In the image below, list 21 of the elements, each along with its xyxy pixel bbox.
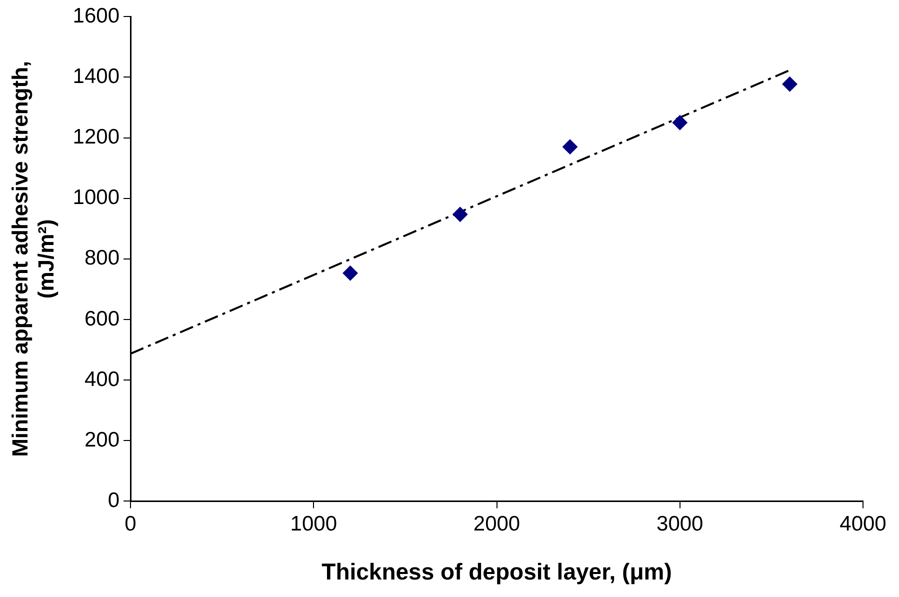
y-tick-label: 200 [84, 428, 120, 452]
y-tick-label: 400 [84, 368, 120, 391]
point [342, 266, 358, 281]
x-tick-label: 2000 [473, 512, 520, 536]
x-tick-label: 1000 [290, 512, 337, 536]
point [782, 76, 798, 92]
y-tick-label: 1600 [72, 4, 120, 28]
y-tick-label: 800 [84, 246, 120, 270]
y-tick-label: 600 [84, 307, 120, 330]
y-tick-label: 0 [108, 488, 120, 512]
point [562, 139, 578, 154]
y-axis-title: Minimum apparent adhesive strength, (mJ/m²) [7, 60, 59, 457]
y-tick-label: 1400 [72, 64, 120, 88]
x-tick-label: 0 [124, 512, 136, 536]
point [672, 115, 688, 130]
x-tick-label: 3000 [656, 512, 704, 536]
y-tick-label: 1200 [72, 126, 120, 149]
x-axis-title: Thickness of deposit layer, (μm) [322, 558, 672, 585]
y-tick-label: 1000 [72, 186, 120, 210]
point [452, 206, 468, 222]
x-tick-label: 4000 [840, 512, 886, 536]
